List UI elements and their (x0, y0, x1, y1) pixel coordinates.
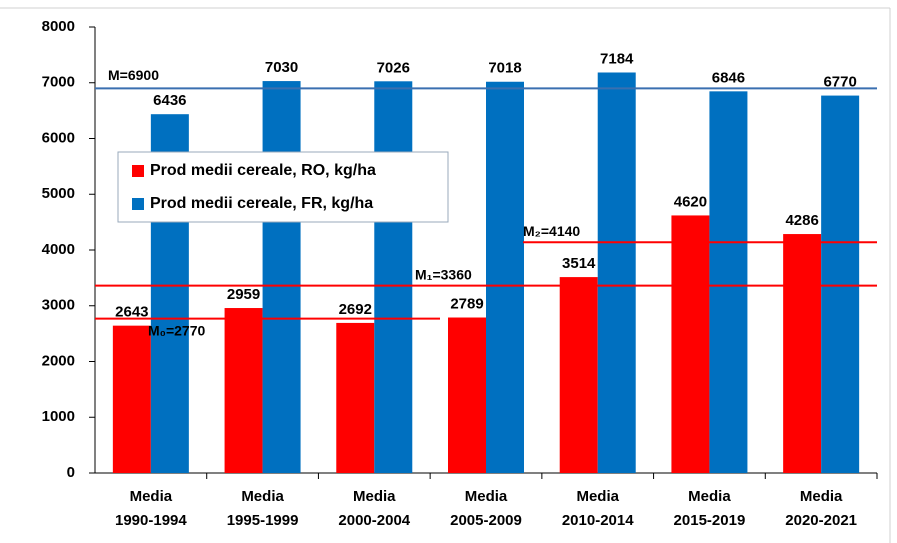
y-tick-label: 6000 (42, 129, 75, 146)
data-label: 2789 (450, 295, 483, 312)
data-label: 2692 (339, 301, 372, 318)
y-tick-label: 7000 (42, 74, 75, 91)
bar (374, 81, 413, 473)
bar (486, 81, 524, 474)
data-label: 7184 (600, 50, 634, 67)
y-tick-label: 1000 (42, 408, 75, 425)
data-label: 4286 (785, 212, 818, 229)
reference-label: M₂=4140 (523, 223, 580, 239)
data-label: 3514 (562, 255, 596, 272)
data-label: 6436 (153, 92, 186, 109)
data-label: 7026 (377, 59, 410, 76)
bar (783, 234, 822, 473)
bar (559, 277, 598, 473)
legend-swatch (132, 198, 144, 210)
bar (112, 325, 151, 473)
y-tick-label: 3000 (42, 297, 75, 314)
legend-label: Prod medii cereale, RO, kg/ha (150, 162, 376, 179)
data-label: 7030 (265, 59, 298, 76)
reference-label: M=6900 (108, 67, 159, 83)
data-label: 2959 (227, 286, 260, 303)
x-tick-label: Media 1990-1994 (115, 488, 187, 529)
data-label: 6770 (823, 74, 856, 91)
x-tick-label: Media 2000-2004 (338, 488, 410, 529)
y-tick-label: 2000 (42, 352, 75, 369)
data-label: 7018 (488, 60, 521, 77)
y-tick-label: 0 (67, 464, 75, 481)
x-tick-label: Media 2015-2019 (674, 488, 746, 529)
x-tick-label: Media 1995-1999 (227, 488, 299, 529)
legend-label: Prod medii cereale, FR, kg/ha (150, 195, 373, 212)
bar (671, 215, 710, 473)
x-tick-label: Media 2010-2014 (562, 488, 634, 529)
bar (448, 317, 486, 473)
x-tick-label: Media 2020-2021 (785, 488, 857, 529)
bar (597, 72, 636, 473)
data-label: 2643 (115, 304, 148, 321)
y-tick-label: 8000 (42, 18, 75, 35)
bar (709, 91, 748, 473)
y-tick-label: 5000 (42, 185, 75, 202)
x-tick-label: Media 2005-2009 (450, 488, 522, 529)
y-tick-label: 4000 (42, 241, 75, 258)
reference-label: M₀=2770 (148, 322, 206, 338)
bar (336, 322, 375, 473)
bar (224, 308, 263, 473)
data-label: 6846 (712, 69, 745, 86)
data-label: 4620 (674, 193, 707, 210)
reference-label: M₁=3360 (415, 266, 472, 282)
bar (262, 81, 301, 473)
legend-swatch (132, 165, 144, 177)
bar (821, 95, 860, 473)
legend-box (117, 151, 449, 223)
